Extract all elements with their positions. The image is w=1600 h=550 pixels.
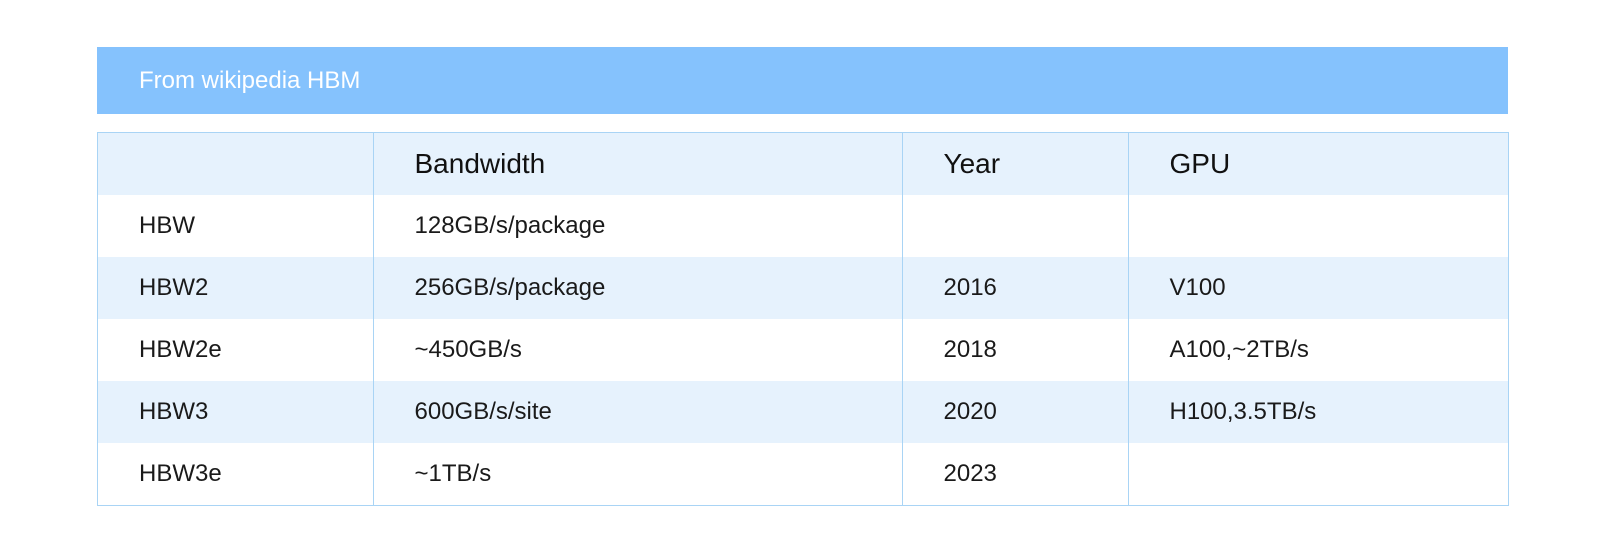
cell-gpu: H100,3.5TB/s xyxy=(1127,381,1508,443)
table-row: HBW3 600GB/s/site 2020 H100,3.5TB/s xyxy=(98,381,1508,443)
cell-bandwidth: ~1TB/s xyxy=(372,443,902,505)
table-row: HBW3e ~1TB/s 2023 xyxy=(98,443,1508,505)
table-row: HBW2 256GB/s/package 2016 V100 xyxy=(98,257,1508,319)
header-cell-gpu: GPU xyxy=(1127,133,1508,195)
cell-year: 2020 xyxy=(901,381,1128,443)
table-row: HBW 128GB/s/package xyxy=(98,195,1508,257)
hbm-table: Bandwidth Year GPU HBW 128GB/s/package H… xyxy=(98,133,1508,505)
header-cell-year: Year xyxy=(901,133,1128,195)
cell-bandwidth: ~450GB/s xyxy=(372,319,902,381)
cell-bandwidth: 256GB/s/package xyxy=(372,257,902,319)
cell-name: HBW3e xyxy=(139,460,222,487)
cell-year: 2023 xyxy=(901,443,1128,505)
header-cell-bandwidth: Bandwidth xyxy=(372,133,902,195)
banner-title: From wikipedia HBM xyxy=(139,66,361,94)
table-row: HBW2e ~450GB/s 2018 A100,~2TB/s xyxy=(98,319,1508,381)
cell-gpu xyxy=(1127,195,1508,257)
cell-year: 2018 xyxy=(901,319,1128,381)
cell-name: HBW2 xyxy=(139,274,209,301)
cell-year: 2016 xyxy=(901,257,1128,319)
cell-gpu: A100,~2TB/s xyxy=(1127,319,1508,381)
cell-bandwidth: 600GB/s/site xyxy=(372,381,902,443)
cell-name: HBW xyxy=(139,212,195,239)
cell-gpu xyxy=(1127,443,1508,505)
cell-bandwidth: 128GB/s/package xyxy=(372,195,902,257)
cell-name: HBW3 xyxy=(139,398,209,425)
cell-name: HBW2e xyxy=(139,336,222,363)
table-header-row: Bandwidth Year GPU xyxy=(98,133,1508,195)
title-banner: From wikipedia HBM xyxy=(97,47,1508,114)
hbm-table-container: Bandwidth Year GPU HBW 128GB/s/package H… xyxy=(97,132,1509,506)
cell-gpu: V100 xyxy=(1127,257,1508,319)
cell-year xyxy=(901,195,1128,257)
header-cell-name xyxy=(98,133,373,195)
